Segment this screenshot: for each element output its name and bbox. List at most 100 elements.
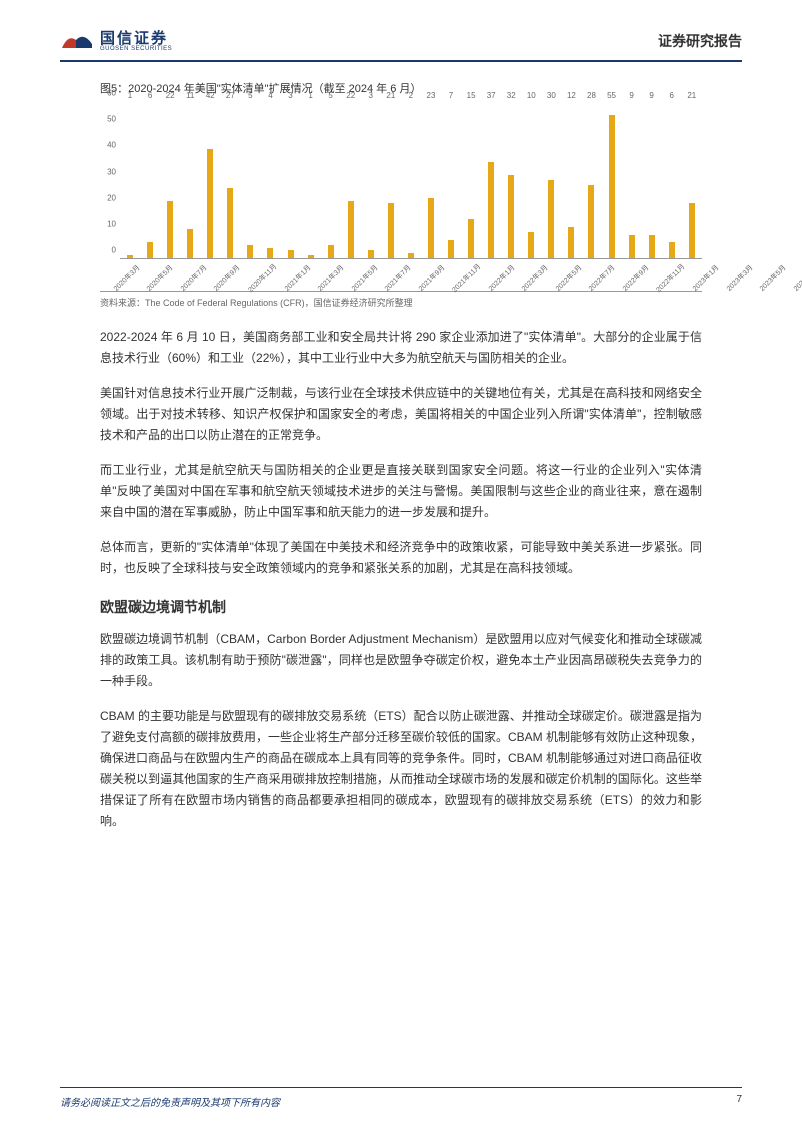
bar bbox=[568, 227, 574, 258]
bar bbox=[147, 242, 153, 258]
bar-wrapper: 27 bbox=[220, 102, 240, 258]
bar bbox=[127, 255, 133, 258]
bar-wrapper: 21 bbox=[381, 102, 401, 258]
y-tick-label: 20 bbox=[107, 193, 116, 202]
x-tick-label: 2023年7月 bbox=[791, 263, 802, 305]
bar-value-label: 5 bbox=[248, 91, 252, 100]
bar-wrapper: 12 bbox=[561, 102, 581, 258]
bar bbox=[167, 201, 173, 258]
bar-wrapper: 2 bbox=[401, 102, 421, 258]
bar bbox=[588, 185, 594, 258]
bar-wrapper: 1 bbox=[120, 102, 140, 258]
bar-value-label: 9 bbox=[649, 91, 653, 100]
bar-wrapper: 37 bbox=[481, 102, 501, 258]
bar-value-label: 7 bbox=[449, 91, 453, 100]
bar-value-label: 21 bbox=[386, 91, 395, 100]
bar-value-label: 1 bbox=[128, 91, 132, 100]
bar-value-label: 32 bbox=[507, 91, 516, 100]
bar-value-label: 1 bbox=[308, 91, 312, 100]
y-tick-label: 0 bbox=[112, 246, 116, 255]
bar bbox=[408, 253, 414, 258]
bar-value-label: 28 bbox=[587, 91, 596, 100]
logo-text-en: GUOSEN SECURITIES bbox=[100, 46, 172, 52]
guosen-logo-icon bbox=[60, 30, 94, 52]
bar-wrapper: 4 bbox=[260, 102, 280, 258]
bar bbox=[488, 162, 494, 258]
bar-wrapper: 22 bbox=[160, 102, 180, 258]
bar bbox=[187, 229, 193, 258]
bar bbox=[629, 235, 635, 258]
bar-wrapper: 15 bbox=[461, 102, 481, 258]
y-tick-label: 50 bbox=[107, 115, 116, 124]
bar bbox=[428, 198, 434, 258]
y-tick-label: 10 bbox=[107, 219, 116, 228]
bar bbox=[528, 232, 534, 258]
bar-wrapper: 11 bbox=[180, 102, 200, 258]
bar bbox=[448, 240, 454, 258]
paragraph: 美国针对信息技术行业开展广泛制裁，与该行业在全球技术供应链中的关键地位有关，尤其… bbox=[100, 383, 702, 446]
bar-value-label: 11 bbox=[186, 91, 194, 100]
bar-wrapper: 28 bbox=[581, 102, 601, 258]
bar-chart: 0102030405060 16221142275431522321223715… bbox=[100, 102, 702, 287]
bar bbox=[689, 203, 695, 258]
bar bbox=[207, 149, 213, 258]
logo-text-cn: 国信证券 bbox=[100, 31, 172, 46]
bar-value-label: 2 bbox=[409, 91, 413, 100]
bar-value-label: 27 bbox=[226, 91, 235, 100]
bar-wrapper: 7 bbox=[441, 102, 461, 258]
bar-value-label: 5 bbox=[328, 91, 332, 100]
disclaimer-note: 请务必阅读正文之后的免责声明及其项下所有内容 bbox=[60, 1094, 280, 1109]
bar-value-label: 6 bbox=[148, 91, 152, 100]
bar-wrapper: 5 bbox=[321, 102, 341, 258]
bar bbox=[548, 180, 554, 258]
bar bbox=[348, 201, 354, 258]
y-tick-label: 30 bbox=[107, 167, 116, 176]
paragraph: CBAM 的主要功能是与欧盟现有的碳排放交易系统（ETS）配合以防止碳泄露、并推… bbox=[100, 706, 702, 832]
paragraph: 而工业行业，尤其是航空航天与国防相关的企业更是直接关联到国家安全问题。将这一行业… bbox=[100, 460, 702, 523]
bar-value-label: 42 bbox=[206, 91, 215, 100]
bar-wrapper: 1 bbox=[301, 102, 321, 258]
bar-value-label: 37 bbox=[487, 91, 496, 100]
bar bbox=[308, 255, 314, 258]
bar-wrapper: 22 bbox=[341, 102, 361, 258]
bar-wrapper: 6 bbox=[140, 102, 160, 258]
bar-wrapper: 32 bbox=[501, 102, 521, 258]
bar-value-label: 6 bbox=[669, 91, 673, 100]
bar-value-label: 3 bbox=[288, 91, 292, 100]
paragraph: 总体而言，更新的"实体清单"体现了美国在中美技术和经济竞争中的政策收紧，可能导致… bbox=[100, 537, 702, 579]
paragraph: 2022-2024 年 6 月 10 日，美国商务部工业和安全局共计将 290 … bbox=[100, 327, 702, 369]
bar-value-label: 9 bbox=[629, 91, 633, 100]
bar bbox=[669, 242, 675, 258]
bar-value-label: 10 bbox=[527, 91, 536, 100]
bar-wrapper: 6 bbox=[662, 102, 682, 258]
y-tick-label: 60 bbox=[107, 89, 116, 98]
bar-wrapper: 21 bbox=[682, 102, 702, 258]
bar bbox=[508, 175, 514, 258]
bar-wrapper: 9 bbox=[622, 102, 642, 258]
bar bbox=[368, 250, 374, 258]
bar-wrapper: 42 bbox=[200, 102, 220, 258]
bar bbox=[609, 115, 615, 258]
y-tick-label: 40 bbox=[107, 141, 116, 150]
bar-wrapper: 10 bbox=[521, 102, 541, 258]
bar-wrapper: 5 bbox=[240, 102, 260, 258]
bar-value-label: 4 bbox=[268, 91, 272, 100]
bar-value-label: 21 bbox=[687, 91, 696, 100]
report-type-label: 证券研究报告 bbox=[658, 31, 742, 51]
bar-value-label: 3 bbox=[369, 91, 373, 100]
bar-value-label: 15 bbox=[467, 91, 476, 100]
figure-5: 图5：2020-2024 年美国"实体清单"扩展情况（截至 2024 年 6 月… bbox=[100, 80, 702, 309]
brand-logo: 国信证券 GUOSEN SECURITIES bbox=[60, 30, 172, 52]
bar bbox=[288, 250, 294, 258]
page-footer: 请务必阅读正文之后的免责声明及其项下所有内容 7 bbox=[60, 1087, 742, 1109]
bar bbox=[388, 203, 394, 258]
bar bbox=[227, 188, 233, 258]
bar bbox=[649, 235, 655, 258]
bar bbox=[328, 245, 334, 258]
bar-wrapper: 23 bbox=[421, 102, 441, 258]
page-header: 国信证券 GUOSEN SECURITIES 证券研究报告 bbox=[60, 30, 742, 62]
bar-value-label: 23 bbox=[427, 91, 436, 100]
bar-wrapper: 3 bbox=[281, 102, 301, 258]
bar-wrapper: 55 bbox=[602, 102, 622, 258]
bar-wrapper: 9 bbox=[642, 102, 662, 258]
